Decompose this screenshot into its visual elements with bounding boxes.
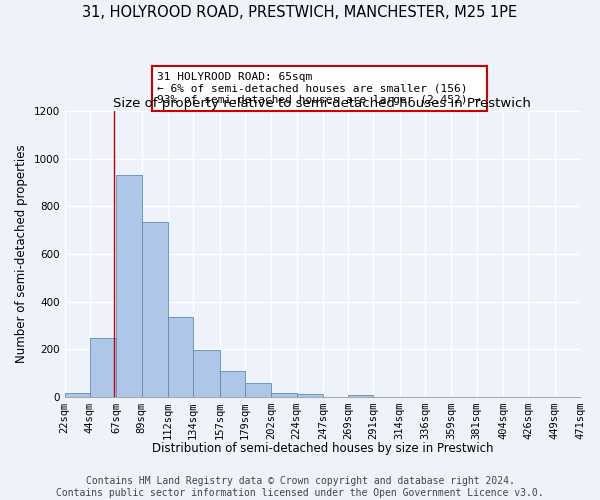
- Bar: [348, 395, 373, 397]
- Bar: [65, 394, 90, 397]
- Title: Size of property relative to semi-detached houses in Prestwich: Size of property relative to semi-detach…: [113, 96, 531, 110]
- Bar: [245, 384, 271, 397]
- Bar: [168, 317, 193, 397]
- Text: 31, HOLYROOD ROAD, PRESTWICH, MANCHESTER, M25 1PE: 31, HOLYROOD ROAD, PRESTWICH, MANCHESTER…: [82, 5, 518, 20]
- Bar: [142, 222, 168, 397]
- Bar: [220, 372, 245, 397]
- Bar: [271, 392, 296, 397]
- Bar: [90, 338, 116, 397]
- X-axis label: Distribution of semi-detached houses by size in Prestwich: Distribution of semi-detached houses by …: [152, 442, 493, 455]
- Text: 31 HOLYROOD ROAD: 65sqm
← 6% of semi-detached houses are smaller (156)
93% of se: 31 HOLYROOD ROAD: 65sqm ← 6% of semi-det…: [157, 72, 481, 105]
- Text: Contains HM Land Registry data © Crown copyright and database right 2024.
Contai: Contains HM Land Registry data © Crown c…: [56, 476, 544, 498]
- Bar: [116, 175, 142, 397]
- Bar: [193, 350, 220, 397]
- Y-axis label: Number of semi-detached properties: Number of semi-detached properties: [15, 144, 28, 363]
- Bar: [296, 394, 323, 397]
